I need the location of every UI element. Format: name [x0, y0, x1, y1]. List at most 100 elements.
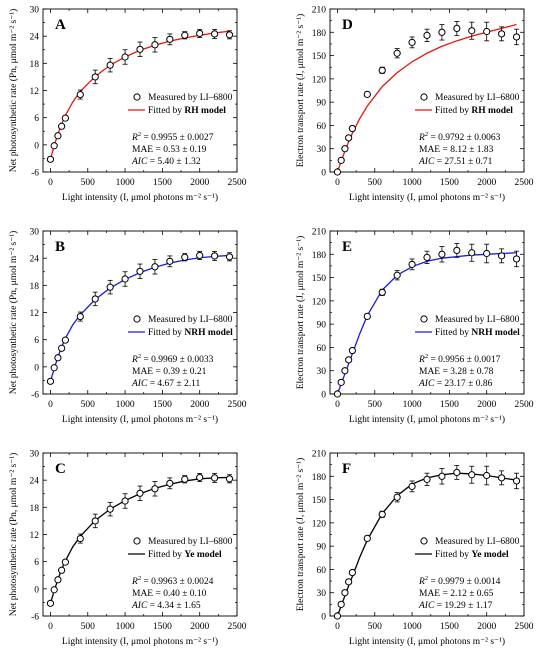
x-tick-label: 1000 [116, 400, 135, 410]
x-tick-label: 1500 [440, 400, 459, 410]
data-point [438, 246, 446, 263]
legend-measured-label: Measured by LI–6800 [435, 315, 520, 325]
y-tick-label: 0 [321, 391, 326, 401]
data-point [483, 243, 491, 264]
point-marker [50, 142, 58, 150]
data-point [121, 493, 129, 509]
point-marker [468, 27, 476, 35]
data-point [50, 142, 58, 150]
point-marker [333, 390, 342, 398]
data-point [468, 465, 476, 484]
point-marker [498, 252, 506, 260]
chart-panel-b: 0 500 1000 1500 2000 2500 -6 0 6 12 18 24 30 Light in… [8, 228, 247, 426]
data-point [76, 89, 84, 100]
point-marker [91, 295, 99, 303]
data-point [106, 501, 114, 517]
stat-mae: MAE = 0.39 ± 0.21 [132, 367, 207, 377]
point-marker [483, 249, 491, 258]
legend-fit-label: Fitted by RH model [148, 106, 226, 116]
y-tick-label: 0 [34, 141, 39, 151]
data-point [181, 475, 189, 484]
stat-r2: R2 = 0.9955 ± 0.0027 [131, 131, 214, 143]
data-point [225, 474, 234, 484]
data-point [225, 30, 234, 40]
x-tick-label: 500 [368, 178, 383, 188]
point-marker [76, 312, 84, 321]
y-tick-label: 6 [34, 336, 39, 346]
legend-fit-label: Fitted by NRH model [435, 328, 520, 338]
data-point [453, 21, 461, 36]
point-marker [483, 27, 491, 36]
data-point [512, 472, 521, 490]
x-tick-label: 500 [81, 622, 96, 632]
legend-measured-label: Measured by LI–6800 [148, 315, 233, 325]
data-point [337, 600, 345, 608]
y-tick-label: 18 [30, 60, 40, 70]
y-tick-label: 60 [317, 122, 327, 132]
data-point [61, 558, 69, 566]
y-tick-label: 6 [34, 558, 39, 568]
data-point [151, 259, 159, 275]
data-point [453, 465, 461, 480]
y-tick-label: 12 [30, 531, 40, 541]
point-marker [61, 336, 69, 344]
data-point [512, 250, 521, 268]
point-marker [136, 267, 144, 275]
panel-letter: D [342, 17, 353, 33]
data-point [225, 252, 234, 262]
point-marker [348, 124, 356, 133]
x-tick-label: 2000 [477, 622, 496, 632]
y-tick-label: 6 [34, 114, 39, 124]
data-point [363, 90, 371, 98]
point-marker [54, 576, 62, 584]
data-point [345, 578, 353, 586]
point-marker [393, 49, 401, 57]
y-tick-label: 90 [317, 543, 327, 553]
y-tick-label: 30 [317, 367, 327, 377]
x-tick-label: 2500 [228, 178, 247, 188]
data-point [348, 568, 356, 577]
y-tick-label: 150 [312, 52, 327, 62]
data-point [337, 156, 345, 164]
data-point [106, 57, 114, 73]
point-marker [61, 114, 69, 122]
y-tick-label: 90 [317, 321, 327, 331]
data-point [423, 472, 431, 487]
data-point [54, 354, 62, 362]
panel-letter: E [342, 239, 352, 255]
point-marker [393, 493, 401, 501]
point-marker [54, 354, 62, 362]
point-marker [378, 288, 386, 296]
data-point [121, 49, 129, 65]
data-point [341, 589, 349, 597]
y-tick-label: -6 [31, 613, 39, 623]
point-marker [196, 473, 204, 482]
point-marker [341, 589, 349, 597]
point-marker [378, 510, 386, 518]
point-marker [76, 90, 84, 99]
y-tick-label: 0 [321, 169, 326, 179]
data-point [58, 344, 66, 352]
x-axis-title: Light intensity (I, μmol photons m⁻² s⁻¹… [349, 192, 505, 203]
point-marker [46, 377, 55, 385]
x-tick-label: 0 [48, 400, 53, 410]
point-marker [345, 134, 353, 142]
point-marker [54, 132, 62, 140]
point-marker [378, 66, 386, 74]
y-tick-label: 210 [312, 228, 327, 238]
x-tick-label: 2500 [228, 622, 247, 632]
legend-measured-label: Measured by LI–6800 [435, 93, 520, 103]
point-marker [136, 489, 144, 497]
panel-letter: B [55, 239, 65, 255]
point-marker [333, 612, 342, 620]
point-marker [58, 344, 66, 352]
data-point [337, 378, 345, 386]
point-marker [50, 364, 58, 372]
point-marker [423, 253, 431, 261]
x-tick-label: 2500 [515, 622, 534, 632]
point-marker [408, 38, 416, 46]
x-tick-label: 500 [368, 622, 383, 632]
x-axis-title: Light intensity (I, μmol photons m⁻² s⁻¹… [62, 636, 218, 647]
x-tick-label: 2000 [477, 178, 496, 188]
legend-marker [133, 537, 141, 545]
